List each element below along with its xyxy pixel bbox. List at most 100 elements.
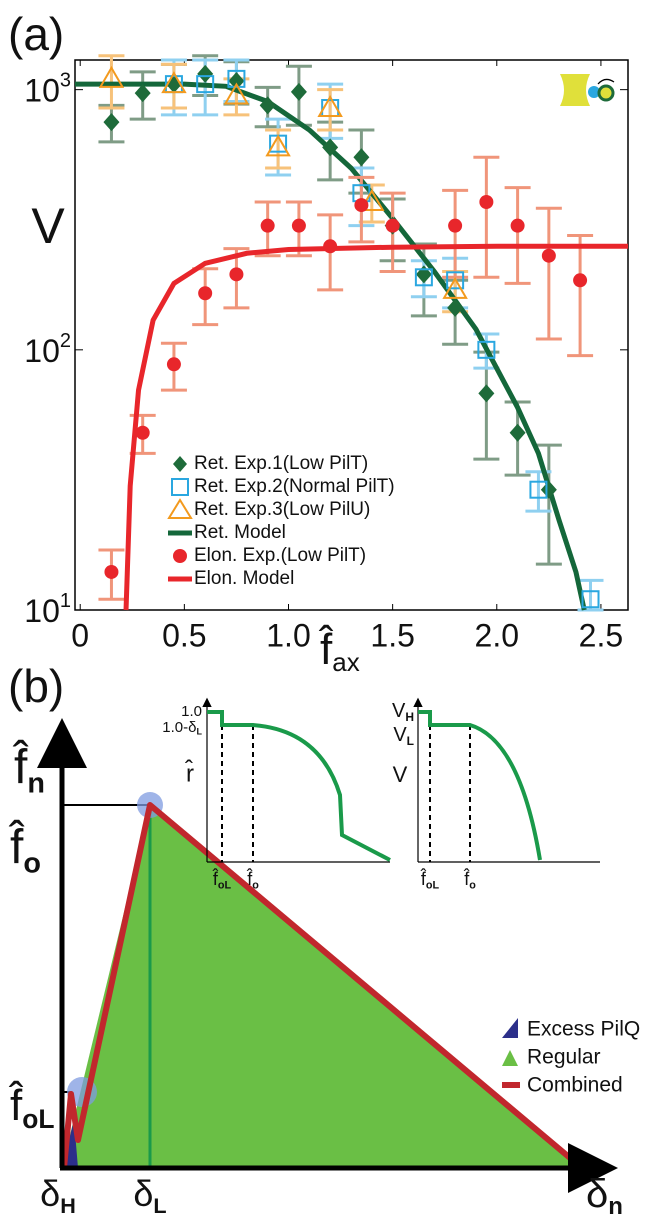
point [540,480,557,499]
point [541,248,556,263]
point [291,218,306,233]
error-bar [442,188,469,279]
point [448,218,463,233]
tick-exponent: 3 [60,70,71,92]
point [442,276,468,299]
point [196,75,215,94]
point [447,298,464,317]
tick-label: δL [133,1173,166,1217]
y-axis-label: V [31,198,65,254]
legend-label: Ret. Exp.1(Low PilT) [194,453,368,474]
inset-label-sub: oL [218,879,232,891]
legend-swatch [173,549,187,563]
regular-area [62,805,582,1168]
inset-label-sub: L [197,727,203,737]
error-bar [473,155,500,279]
x-tick-label: 2.5 [579,617,623,653]
inset-label: VL [393,724,414,748]
point [135,425,150,440]
tick-label-base: δ [40,1173,60,1214]
error-bar [535,443,562,566]
tick-base: 10 [24,333,60,369]
point [529,480,548,499]
point [414,268,433,287]
point [229,267,244,282]
y-tick-label: 101 [24,590,71,629]
tick-label-sub: L [153,1193,166,1217]
tick-label-base: δ [133,1173,153,1214]
inset-label-base: f̂ [212,868,219,889]
point [134,84,151,103]
tick-base: 10 [24,73,60,109]
point [323,239,338,254]
point [317,95,343,118]
point [227,69,246,88]
inset-label: r̂ [185,759,194,787]
level-label-base: f̂ [9,820,25,874]
point [290,82,307,101]
tick-label-sub: H [60,1193,76,1217]
inset-label-sub: L [407,734,414,748]
legend-label: Regular [527,1046,601,1069]
inset-label-base: V [393,724,407,746]
point [197,64,214,83]
point [581,590,600,609]
legend-label: Elon. Model [194,568,294,589]
inset-label-sub: o [469,879,476,891]
level-label: f̂o [9,820,41,879]
tick-base: 10 [24,593,60,629]
inset-label-sub: o [252,879,259,891]
inset-label-base: V [392,700,406,722]
point [446,271,465,290]
point [510,218,525,233]
point [223,82,250,105]
legend-label: Elon. Exp.(Low PilT) [194,545,366,566]
point [573,273,588,288]
inset-label-base: f̂ [464,868,471,889]
x-label-base: f̂ [318,623,334,673]
point [509,423,526,442]
tick-label: δH [40,1173,76,1217]
inset-label: V [393,762,408,787]
inset-label: VH [392,700,414,724]
inset-curve [418,710,542,861]
point [161,71,187,94]
x-axis-label: f̂ax [318,623,360,677]
inset-label: 1.0 [181,703,202,720]
point [198,286,213,301]
model-line [123,243,628,611]
point [228,71,245,90]
x-tick-label: 2.0 [475,617,519,653]
point [322,138,339,157]
y-tick-label: 102 [24,330,71,369]
legend-label: Excess PilQ [527,1018,640,1041]
error-bar [567,234,594,358]
panel-label: (b) [8,660,64,712]
x-tick-label: 1.5 [370,617,414,653]
legend-swatch [173,456,187,472]
icon [560,74,615,106]
x-tick-label: 1.0 [266,617,310,653]
diagram [37,697,618,1193]
tick-exponent: 1 [60,590,71,612]
inset-label: f̂oL [420,868,439,891]
inset-label-sub: H [405,710,414,724]
axis-label-sub: n [608,1193,623,1217]
legend-label: Ret. Model [194,522,286,543]
legend-label: Combined [527,1074,623,1097]
point [259,96,276,115]
axis-label: f̂n [13,740,45,799]
point [166,357,181,372]
point [385,218,400,233]
legend-label: Ret. Exp.3(Low PilU) [194,499,370,520]
error-bar [535,206,562,341]
point [265,134,291,157]
axis-label-base: f̂ [13,740,29,794]
point [479,194,494,209]
axis-label: δn [586,1172,623,1217]
point [103,113,120,132]
inset-label: 1.0-δL [162,719,202,737]
axis-label-sub: n [27,767,45,799]
error-bar [504,186,531,285]
x-tick-label: 0 [71,617,89,653]
